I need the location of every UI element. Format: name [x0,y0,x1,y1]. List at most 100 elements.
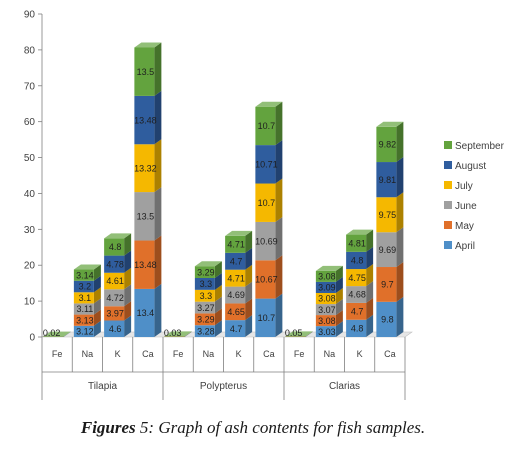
data-label: 13.5 [137,67,155,77]
data-label: 4.68 [348,290,366,300]
data-label: 3.29 [197,267,215,277]
bar-segment-side [184,331,192,337]
data-label: 13.4 [137,308,155,318]
bar-segment [315,326,336,337]
bar-segment [194,313,215,326]
bar-segment [134,288,155,337]
data-label: 3.27 [197,303,215,313]
bar-segment [73,314,94,326]
data-label: 3.12 [76,327,94,337]
bar-segment [104,306,125,321]
bar-segment-side [396,296,404,337]
bar-segment [194,277,215,290]
legend-label: May [455,221,474,232]
bar-segment-side [214,320,222,337]
data-label: 10.71 [255,160,278,170]
data-label: 3.2 [79,282,92,292]
bar-top-face [194,261,222,267]
bar-segment-side [366,264,374,287]
bar-segment [255,106,276,146]
data-label: 4.71 [227,273,245,283]
data-label: 4.61 [106,276,124,286]
data-label: 10.69 [255,236,278,246]
bar-segment-side [396,192,404,233]
bar-segment-side [124,233,132,256]
bar-segment [104,238,125,256]
bar-top-face [285,331,313,337]
bar-segment-side [63,331,71,337]
bar-top-face [225,230,253,236]
legend-swatch [444,161,452,169]
legend-label: July [455,181,473,192]
data-label: 3.29 [197,315,215,325]
bar-top-face [315,265,343,271]
bar-segment-side [154,139,162,193]
x-category-label: K [357,349,363,359]
data-label: 4.7 [351,307,364,317]
data-label: 4.8 [109,242,122,252]
data-label: 3.08 [318,294,336,304]
x-group-label: Clarias [329,381,360,392]
bar-segment [346,234,367,252]
caption-text: : Graph of ash contents for fish samples… [148,418,426,437]
bar-segment [225,303,246,321]
y-tick-label: 0 [29,333,35,344]
bar-segment [134,240,155,289]
data-label: 9.81 [379,175,397,185]
bar-segment [104,272,125,290]
bar-top-face [134,42,162,48]
data-label: 9.82 [379,140,397,150]
bar-segment [255,298,276,337]
bar-segment-side [63,331,71,337]
bar-segment [134,47,155,96]
bar-segment-side [63,331,71,337]
data-label: 13.5 [137,212,155,222]
bar-segment-side [396,262,404,302]
bar-segment [376,197,397,233]
bar-segment [376,232,397,268]
data-label: 3.08 [318,272,336,282]
bar-segment-side [305,331,313,337]
data-label: 10.7 [258,198,276,208]
bar-segment-side [275,101,283,146]
bar-segment-side [154,235,162,289]
caption-number: 5 [139,418,149,437]
y-tick-label: 20 [24,261,36,272]
bar-segment-side [93,275,101,293]
bar-top-face [346,229,374,235]
bar-segment-side [335,288,343,305]
bar-segment [134,144,155,193]
data-label: 13.48 [134,115,157,125]
legend-label: September [455,141,505,152]
x-category-label: Ca [384,349,396,359]
legend-swatch [444,201,452,209]
data-label: 9.7 [381,280,394,290]
bar-segment [73,325,94,337]
bar-segment-side [245,298,253,321]
bar-segment [104,320,125,337]
y-tick-label: 30 [24,225,36,236]
data-label: 10.7 [258,121,276,131]
bar-segment-side [93,287,101,304]
bar-segment-side [214,272,222,290]
bar-segment [194,325,215,337]
bar-segment-side [366,246,374,270]
x-group-label: Tilapia [88,381,118,392]
legend-label: June [455,201,477,212]
bar-segment-side [305,331,313,337]
bar-top-face [104,233,132,239]
bar-segment [104,289,125,307]
bar-segment-side [245,247,253,270]
bar-segment-side [124,284,132,307]
bar-segment [225,269,246,287]
bar-segment-side [245,281,253,304]
data-label: 4.7 [230,256,243,266]
data-label: 4.69 [227,290,245,300]
data-label: 4.78 [106,259,124,269]
bar-segment-side [305,331,313,337]
bar-top-face [43,331,71,337]
legend-swatch [444,241,452,249]
bar-segment-side [184,331,192,337]
legend-swatch [444,141,452,149]
x-category-label: Fe [294,349,305,359]
